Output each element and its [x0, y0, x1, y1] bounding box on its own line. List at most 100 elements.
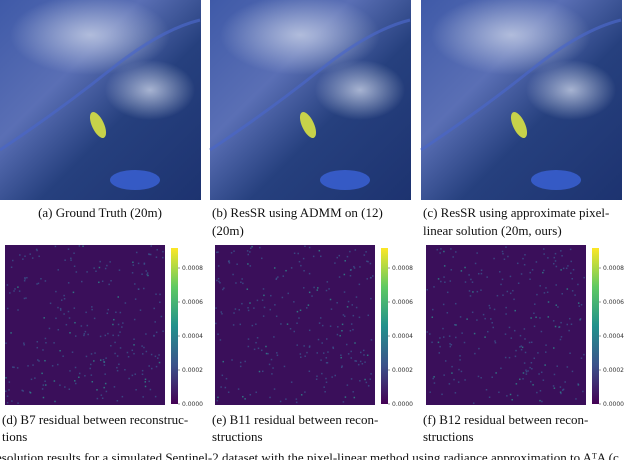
- residual-noise: [17, 286, 19, 288]
- residual-noise: [306, 307, 308, 309]
- residual-noise: [118, 269, 121, 271]
- residual-noise: [507, 255, 509, 258]
- residual-noise: [13, 366, 15, 369]
- residual-noise: [53, 380, 56, 382]
- residual-noise: [451, 372, 453, 374]
- residual-noise: [143, 263, 146, 265]
- residual-noise: [74, 335, 77, 337]
- residual-noise: [141, 353, 144, 355]
- colorbar-tick-label: 0.0008: [392, 265, 413, 272]
- highlight: [89, 112, 107, 138]
- residual-noise: [325, 381, 328, 384]
- residual-noise: [522, 257, 524, 260]
- residual-noise: [104, 267, 107, 270]
- residual-noise: [150, 245, 153, 247]
- residual-noise: [114, 341, 116, 344]
- residual-noise: [575, 398, 577, 400]
- residual-noise: [104, 373, 106, 375]
- residual-noise: [472, 402, 475, 404]
- residual-noise: [283, 365, 286, 368]
- colorbar-tick-label: 0.0000: [392, 401, 413, 408]
- residual-noise: [570, 272, 572, 274]
- residual-noise: [137, 288, 140, 290]
- residual-noise: [514, 355, 517, 358]
- residual-noise: [343, 273, 346, 276]
- residual-noise: [560, 392, 562, 395]
- residual-noise: [554, 260, 557, 262]
- residual-noise: [239, 365, 242, 368]
- residual-noise: [579, 318, 582, 320]
- residual-noise: [133, 352, 135, 355]
- residual-noise: [217, 265, 220, 267]
- residual-noise: [105, 357, 107, 359]
- residual-noise: [577, 384, 580, 386]
- residual-noise: [124, 368, 126, 371]
- residual-noise: [296, 310, 299, 313]
- residual-noise: [500, 283, 502, 286]
- residual-noise: [59, 384, 61, 386]
- residual-noise: [257, 347, 260, 350]
- residual-noise: [307, 304, 310, 306]
- residual-noise: [220, 311, 223, 313]
- residual-noise: [272, 367, 274, 369]
- residual-noise: [225, 377, 228, 380]
- residual-noise: [127, 355, 130, 358]
- residual-noise: [60, 299, 63, 301]
- residual-noise: [543, 253, 545, 255]
- residual-noise: [251, 324, 254, 327]
- residual-noise: [349, 250, 351, 253]
- residual-noise: [24, 255, 26, 257]
- residual-noise: [520, 345, 523, 347]
- residual-noise: [249, 393, 252, 396]
- residual-noise: [464, 379, 466, 381]
- residual-map: [5, 245, 165, 405]
- residual-noise: [506, 290, 509, 293]
- residual-noise: [519, 346, 521, 348]
- residual-noise: [293, 252, 296, 255]
- residual-noise: [16, 367, 19, 369]
- residual-noise: [94, 352, 96, 354]
- residual-noise: [144, 381, 147, 383]
- residual-noise: [496, 294, 499, 297]
- residual-noise: [263, 294, 265, 297]
- residual-noise: [274, 304, 276, 306]
- residual-noise: [505, 306, 507, 309]
- residual-noise: [352, 314, 355, 317]
- residual-noise: [325, 289, 328, 292]
- residual-noise: [29, 392, 32, 394]
- residual-noise: [304, 245, 306, 248]
- residual-noise: [43, 317, 45, 319]
- caption: (20m): [212, 223, 244, 238]
- residual-noise: [322, 352, 325, 354]
- residual-noise: [511, 398, 513, 401]
- caption: linear solution (20m, ours): [423, 223, 562, 238]
- residual-noise: [158, 354, 160, 356]
- residual-noise: [561, 293, 563, 295]
- residual-noise: [116, 369, 119, 372]
- residual-noise: [359, 380, 361, 382]
- residual-noise: [556, 365, 559, 367]
- residual-noise: [535, 261, 538, 263]
- residual-noise: [443, 374, 445, 376]
- residual-noise: [489, 307, 491, 309]
- residual-noise: [293, 330, 296, 333]
- residual-noise: [131, 349, 134, 352]
- caption: tions: [2, 429, 27, 444]
- residual-noise: [239, 361, 242, 364]
- residual-noise: [354, 249, 357, 251]
- residual-noise: [334, 374, 337, 377]
- residual-noise: [354, 360, 356, 362]
- residual-noise: [541, 400, 543, 403]
- residual-noise: [250, 247, 252, 249]
- residual-noise: [22, 390, 24, 392]
- residual-noise: [522, 372, 525, 374]
- residual-noise: [320, 359, 322, 361]
- residual-noise: [440, 248, 442, 250]
- residual-noise: [524, 254, 526, 256]
- residual-noise: [325, 357, 328, 359]
- residual-noise: [276, 354, 279, 357]
- residual-noise: [437, 278, 440, 280]
- residual-noise: [306, 351, 308, 354]
- residual-noise: [431, 316, 434, 318]
- residual-noise: [244, 360, 246, 363]
